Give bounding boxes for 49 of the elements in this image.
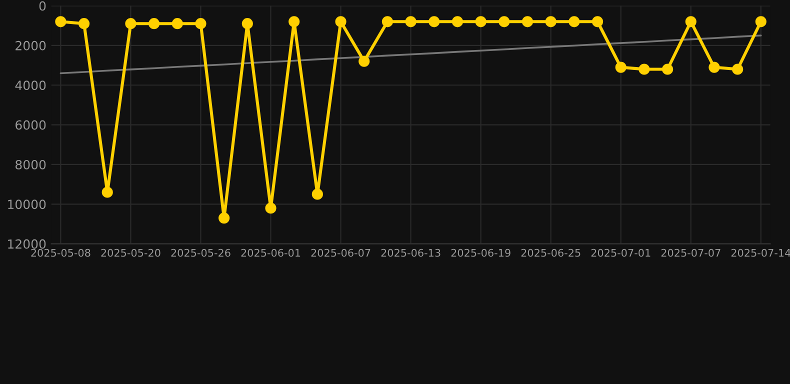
point [312, 188, 323, 200]
point [452, 16, 464, 28]
y-tick-label: 0 [39, 1, 46, 11]
point [732, 64, 744, 75]
point [78, 18, 90, 30]
point [708, 62, 720, 73]
point [335, 16, 346, 28]
point [55, 16, 66, 28]
x-tick-label: 2025-05-20 [101, 248, 160, 257]
point [498, 16, 510, 28]
point [242, 18, 253, 30]
x-tick-label: 2025-05-08 [31, 248, 90, 257]
y-tick-label: 12000 [8, 239, 46, 249]
point [545, 16, 556, 28]
y-tick-label: 8000 [16, 160, 46, 170]
x-tick-label: 2025-06-13 [381, 248, 440, 257]
point [195, 18, 206, 30]
point [218, 212, 230, 224]
point [592, 16, 604, 28]
x-tick-label: 2025-06-01 [241, 248, 300, 257]
point [382, 16, 394, 28]
line-series [60, 34, 762, 74]
point [172, 18, 183, 30]
point [125, 18, 136, 30]
x-tick-label: 2025-05-26 [171, 248, 230, 257]
point [638, 64, 650, 75]
point [615, 62, 626, 73]
x-tick-label: 2025-06-25 [521, 248, 580, 257]
point [358, 56, 370, 67]
point [265, 202, 276, 214]
y-tick-label: 6000 [16, 120, 46, 130]
point [568, 16, 580, 28]
x-tick-label: 2025-07-07 [661, 248, 720, 257]
y-tick-label: 2000 [16, 40, 46, 50]
point [475, 16, 486, 28]
point [522, 16, 534, 28]
x-tick-label: 2025-06-07 [311, 248, 370, 257]
x-tick-label: 2025-07-01 [591, 248, 650, 257]
point [428, 16, 440, 28]
point [148, 18, 160, 30]
point [685, 16, 696, 28]
point [102, 186, 113, 198]
y-tick-label: 4000 [15, 80, 46, 90]
y-tick-label: 10000 [8, 200, 46, 210]
point [662, 64, 674, 75]
point [288, 16, 300, 28]
x-tick-label: 2025-06-19 [451, 248, 510, 257]
point [755, 16, 766, 28]
point [405, 16, 416, 28]
